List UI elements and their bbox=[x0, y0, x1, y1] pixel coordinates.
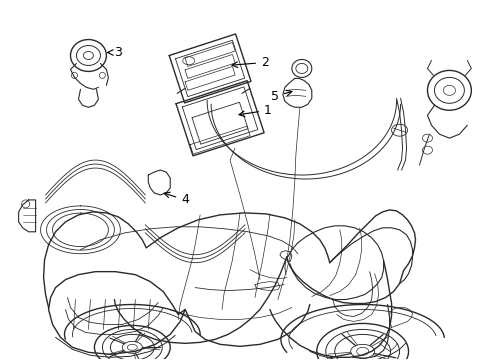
Text: 5: 5 bbox=[271, 90, 292, 103]
Text: 4: 4 bbox=[164, 192, 189, 206]
Text: 3: 3 bbox=[108, 46, 122, 59]
Text: 2: 2 bbox=[232, 56, 269, 69]
Text: 1: 1 bbox=[239, 104, 272, 117]
